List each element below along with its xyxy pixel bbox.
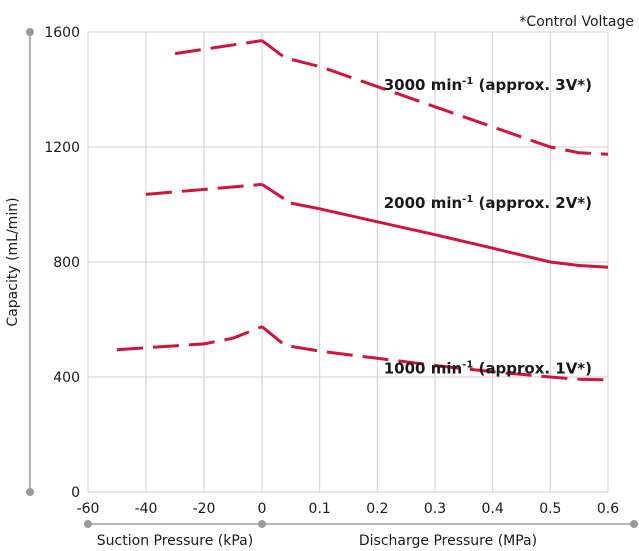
series-labels: 3000 min-1 (approx. 3V*) 2000 min-1 (appr… (384, 76, 592, 377)
x-tick-label-discharge-1: 0.2 (366, 501, 388, 517)
axes (26, 28, 638, 528)
left-axis-bottom-dot (26, 488, 34, 496)
bottom-axis-mid-dot (258, 520, 266, 528)
y-tick-label-1600: 1600 (44, 25, 80, 41)
series-2-line-segment-2 (261, 183, 292, 205)
y-axis-title: Capacity (mL/min) (5, 197, 21, 326)
x-tick-label-suction-3: 0 (258, 501, 267, 517)
x-tick-label-discharge-2: 0.3 (424, 501, 446, 517)
x-tick-label-discharge-5: 0.6 (597, 501, 619, 517)
series-2-line-segment-3 (290, 201, 609, 269)
grid (87, 31, 609, 493)
x-tick-label-suction-1: -40 (135, 501, 158, 517)
series-3-line-segment-1 (116, 325, 263, 352)
x-tick-label-discharge-0: 0.1 (309, 501, 331, 517)
series-2-line-segment-1 (145, 182, 263, 196)
control-voltage-note: *Control Voltage (519, 14, 634, 30)
suction-axis-title: Suction Pressure (kPa) (97, 533, 253, 549)
series-2-label: 2000 min-1 (approx. 2V*) (384, 194, 592, 212)
discharge-axis-title: Discharge Pressure (MPa) (359, 533, 537, 549)
x-tick-label-suction-2: -20 (193, 501, 216, 517)
y-tick-label-400: 400 (53, 370, 80, 386)
series-1-line-segment-1 (174, 39, 263, 56)
bottom-axis-left-dot (84, 520, 92, 528)
left-axis-top-dot (26, 28, 34, 36)
series-1-line-segment-2 (261, 39, 609, 156)
series-3-line-segment-2 (261, 325, 609, 382)
y-tick-label-1200: 1200 (44, 140, 80, 156)
series-1-label: 3000 min-1 (approx. 3V*) (384, 76, 592, 94)
tick-labels: 0 400 800 1200 1600 -60 -40 -20 0 0.1 0.2 0.3 0.4 0.5… (44, 25, 619, 517)
series-3-label: 1000 min-1 (approx. 1V*) (384, 359, 592, 377)
x-tick-label-suction-0: -60 (77, 501, 100, 517)
y-tick-label-800: 800 (53, 255, 80, 271)
series-lines (116, 39, 609, 382)
x-tick-label-discharge-4: 0.5 (539, 501, 561, 517)
bottom-axis-right-dot (630, 520, 638, 528)
y-tick-label-0: 0 (71, 485, 80, 501)
x-tick-label-discharge-3: 0.4 (482, 501, 504, 517)
